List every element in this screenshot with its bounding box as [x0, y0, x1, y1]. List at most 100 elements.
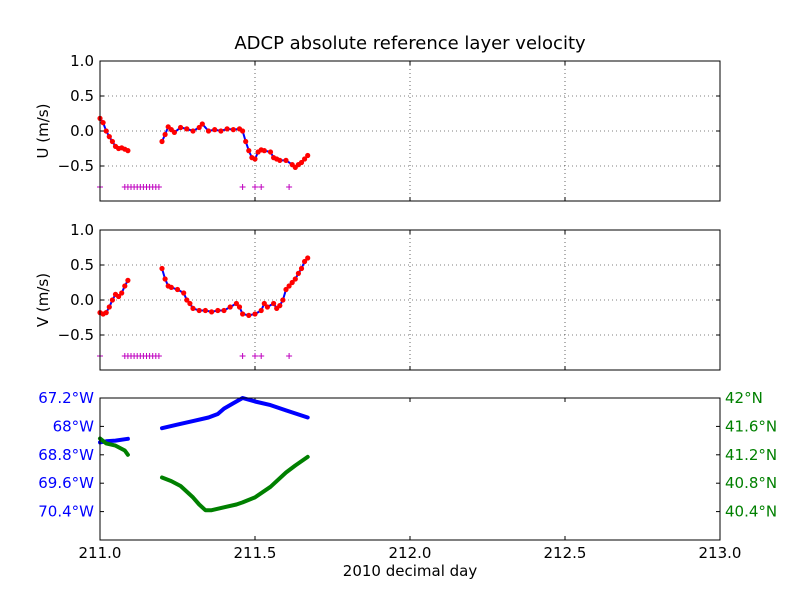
- data-point: [109, 138, 115, 145]
- data-point: [100, 120, 106, 126]
- flag-mark: [258, 353, 265, 359]
- y-tick-label-right: 40.4°N: [725, 503, 777, 521]
- chart-title: ADCP absolute reference layer velocity: [234, 33, 586, 54]
- y-tick-label: 0.0: [70, 291, 94, 309]
- data-point: [271, 300, 277, 307]
- data-point: [302, 156, 308, 162]
- data-point: [298, 159, 305, 166]
- data-point: [261, 300, 267, 307]
- flag-mark: [286, 353, 293, 359]
- y-tick-label-right: 41.6°N: [725, 417, 777, 435]
- data-point: [246, 148, 252, 154]
- y-tick-label-left: 68.8°W: [38, 446, 94, 464]
- plot-frame: [99, 397, 721, 541]
- data-point: [243, 138, 249, 145]
- data-point: [103, 128, 109, 134]
- y-tick-label-left: 68°W: [53, 417, 95, 435]
- y-tick-label: −0.5: [58, 326, 94, 344]
- data-point: [162, 131, 168, 138]
- plot-frame: [99, 60, 721, 202]
- data-point: [295, 270, 301, 276]
- data-point: [240, 128, 246, 134]
- data-point: [116, 293, 122, 300]
- y-tick-label: −0.5: [58, 157, 94, 175]
- position-panel: 211.0 211.5 212.0 212.5 213.0 67.2°W 68°W 68.8°…: [38, 389, 777, 562]
- data-point: [230, 127, 236, 133]
- data-point: [184, 126, 190, 132]
- data-point: [187, 300, 193, 307]
- data-point: [258, 307, 264, 314]
- y-tick-label: 1.0: [70, 221, 94, 239]
- data-point: [261, 148, 267, 154]
- y-tick-label-right: 42°N: [725, 389, 763, 407]
- data-point: [190, 305, 196, 311]
- data-point: [199, 121, 205, 127]
- data-point: [202, 307, 208, 314]
- y-tick-label: 0.5: [70, 256, 94, 274]
- y-tick-label: 1.0: [70, 52, 94, 70]
- x-tick-label: 212.5: [544, 544, 587, 562]
- data-point: [280, 297, 286, 303]
- data-point: [168, 284, 174, 290]
- data-point: [218, 128, 224, 134]
- data-point: [298, 265, 305, 272]
- data-point: [106, 134, 112, 140]
- flag-mark: [286, 184, 293, 190]
- data-point: [221, 307, 227, 314]
- data-point: [286, 283, 292, 289]
- flag-mark: [239, 184, 246, 190]
- u-velocity-panel: −0.5 0.0 0.5 1.0 U (m/s): [34, 52, 721, 202]
- flag-mark: [155, 353, 162, 359]
- data-point: [119, 290, 125, 296]
- data-point: [209, 309, 215, 315]
- x-tick-label: 211.5: [234, 544, 277, 562]
- y-axis-label: V (m/s): [34, 273, 52, 327]
- data-point: [292, 276, 298, 282]
- data-point: [305, 152, 311, 159]
- data-point: [196, 307, 202, 314]
- data-point: [181, 290, 187, 296]
- data-point: [277, 157, 283, 163]
- data-point: [215, 307, 221, 314]
- data-point: [302, 258, 308, 265]
- data-point: [184, 297, 190, 303]
- data-point: [236, 304, 243, 310]
- data-point: [212, 127, 218, 133]
- data-point: [196, 124, 202, 131]
- flag-mark: [258, 184, 265, 190]
- data-point: [233, 300, 239, 307]
- data-point: [205, 128, 212, 134]
- latitude-line: [98, 436, 130, 457]
- data-point: [240, 311, 246, 317]
- data-point: [305, 255, 311, 261]
- data-point: [283, 286, 289, 293]
- series-line: [161, 257, 309, 317]
- data-point: [106, 304, 112, 310]
- data-point: [159, 138, 165, 145]
- flag-mark: [252, 184, 258, 190]
- data-point: [125, 277, 131, 283]
- data-point: [289, 279, 295, 286]
- data-point: [178, 124, 184, 131]
- flag-mark: [252, 353, 258, 359]
- data-point: [159, 265, 165, 272]
- data-point: [174, 286, 181, 293]
- data-point: [246, 312, 252, 318]
- y-tick-label-left: 69.6°W: [38, 474, 94, 492]
- data-point: [227, 304, 233, 310]
- data-point: [224, 126, 230, 132]
- data-point: [283, 157, 289, 163]
- x-tick-label: 211.0: [79, 544, 122, 562]
- y-tick-label-left: 67.2°W: [38, 389, 94, 407]
- x-tick-label: 212.0: [389, 544, 432, 562]
- data-point: [264, 304, 270, 310]
- data-point: [267, 149, 274, 155]
- y-tick-label-left: 70.4°W: [38, 503, 94, 521]
- data-point: [125, 148, 131, 154]
- x-tick-label: 213.0: [699, 544, 742, 562]
- data-point: [122, 283, 128, 289]
- latitude-line: [160, 454, 310, 513]
- y-tick-label: 0.5: [70, 87, 94, 105]
- y-tick-label-right: 41.2°N: [725, 446, 777, 464]
